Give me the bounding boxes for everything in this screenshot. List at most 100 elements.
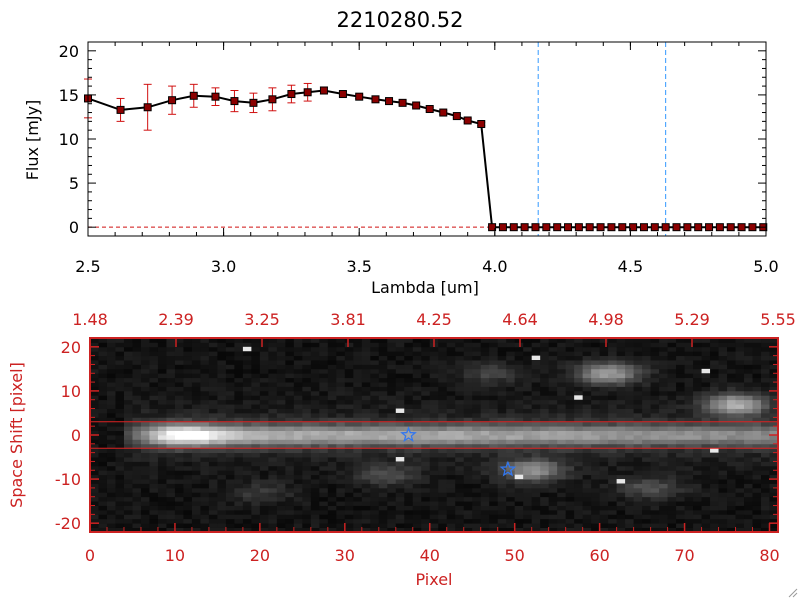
heatmap-cell	[591, 443, 601, 449]
heatmap-cell	[693, 360, 702, 365]
heatmap-cell	[540, 518, 550, 524]
heatmap-cell	[701, 364, 711, 370]
heatmap-cell	[710, 355, 719, 361]
heatmap-cell	[387, 527, 397, 533]
heatmap-cell	[200, 368, 210, 374]
heatmap-cell	[659, 412, 668, 418]
heatmap-cell	[395, 448, 405, 454]
heatmap-cell	[591, 465, 601, 471]
heatmap-cell	[540, 509, 550, 515]
heatmap-cell	[710, 377, 719, 383]
heatmap-cell	[625, 470, 634, 476]
heatmap-cell	[667, 514, 677, 520]
heatmap-cell	[710, 461, 719, 467]
heatmap-cell	[319, 368, 329, 374]
heatmap-cell	[710, 404, 719, 409]
heatmap-cell	[582, 514, 592, 520]
heatmap-cell	[166, 439, 176, 445]
heatmap-cell	[497, 338, 507, 343]
heatmap-cell	[378, 443, 388, 449]
heatmap-cell	[208, 404, 218, 409]
heatmap-cell	[591, 355, 601, 361]
heatmap-cell	[353, 404, 363, 409]
heatmap-cell	[523, 342, 533, 348]
heatmap-cell	[744, 338, 753, 343]
heatmap-cell	[336, 443, 346, 449]
heatmap-cell	[123, 487, 133, 493]
heatmap-cell	[336, 527, 346, 533]
heatmap-cell	[421, 448, 431, 454]
heatmap-cell	[574, 465, 584, 471]
heatmap-cell	[650, 395, 660, 401]
heatmap-cell	[395, 430, 405, 436]
heatmap-cell	[599, 399, 609, 405]
heatmap-cell	[727, 430, 736, 436]
heatmap-cell	[582, 360, 592, 365]
heatmap-cell	[514, 404, 524, 409]
heatmap-cell	[106, 505, 116, 511]
heatmap-cell	[744, 351, 753, 357]
heatmap-cell	[259, 505, 269, 511]
heatmap-cell	[234, 474, 244, 480]
heatmap-cell	[744, 439, 753, 445]
heatmap-cell	[123, 430, 133, 436]
heatmap-cell	[98, 430, 108, 436]
heatmap-cell	[582, 368, 592, 374]
heatmap-cell	[285, 430, 295, 436]
heatmap-cell	[455, 435, 465, 440]
heatmap-cell	[540, 412, 550, 418]
heatmap-cell	[489, 395, 499, 401]
heatmap-cell	[268, 509, 278, 515]
heatmap-cell	[548, 395, 558, 401]
heatmap-cell	[472, 368, 482, 374]
heatmap-cell	[625, 368, 634, 374]
heatmap-cell	[90, 408, 99, 414]
heatmap-cell	[395, 452, 405, 458]
heatmap-cell	[353, 390, 363, 396]
heatmap-cell	[761, 479, 770, 484]
heatmap-cell	[149, 479, 159, 484]
heatmap-cell	[106, 501, 116, 506]
heatmap-cell	[344, 514, 354, 520]
heatmap-cell	[506, 523, 516, 528]
heatmap-cell	[608, 408, 618, 414]
heatmap-cell	[718, 364, 728, 370]
heatmap-cell	[378, 452, 388, 458]
heatmap-cell	[404, 382, 414, 387]
heatmap-cell	[480, 439, 490, 445]
heatmap-cell	[268, 518, 278, 524]
heatmap-cell	[157, 368, 167, 374]
top-tick-label: 5.55	[760, 310, 796, 329]
heatmap-cell	[208, 443, 218, 449]
heatmap-cell	[693, 373, 702, 379]
heatmap-cell	[378, 417, 388, 423]
heatmap-cell	[574, 417, 584, 423]
heatmap-cell	[438, 421, 448, 427]
heatmap-cell	[327, 408, 337, 414]
heatmap-cell	[115, 479, 125, 484]
heatmap-cell	[642, 373, 651, 379]
hot-pixel	[531, 355, 541, 361]
heatmap-cell	[608, 479, 618, 484]
heatmap-cell	[242, 470, 252, 476]
heatmap-cell	[319, 364, 329, 370]
heatmap-cell	[633, 457, 643, 462]
heatmap-cell	[710, 412, 719, 418]
heatmap-cell	[115, 404, 125, 409]
heatmap-cell	[90, 404, 99, 409]
heatmap-cell	[404, 452, 414, 458]
resize-grip-icon[interactable]	[786, 586, 798, 598]
heatmap-cell	[591, 421, 601, 427]
heatmap-cell	[387, 373, 397, 379]
heatmap-cell	[608, 390, 618, 396]
heatmap-cell	[370, 448, 380, 454]
heatmap-cell	[412, 461, 422, 467]
heatmap-cell	[319, 390, 329, 396]
heatmap-cell	[633, 390, 643, 396]
heatmap-cell	[710, 496, 719, 502]
heatmap-cell	[106, 527, 116, 533]
heatmap-cell	[259, 501, 269, 506]
heatmap-cell	[387, 492, 397, 498]
heatmap-cell	[251, 390, 261, 396]
heatmap-cell	[608, 501, 618, 506]
